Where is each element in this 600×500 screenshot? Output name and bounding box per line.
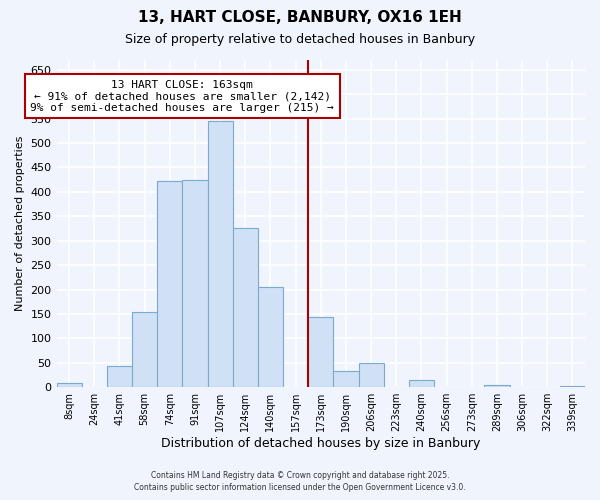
Bar: [334, 371, 359, 387]
Bar: [308, 317, 334, 387]
Bar: [233, 228, 258, 387]
Bar: [484, 385, 509, 387]
Text: 13, HART CLOSE, BANBURY, OX16 1EH: 13, HART CLOSE, BANBURY, OX16 1EH: [138, 10, 462, 25]
Bar: [132, 312, 157, 387]
Bar: [107, 366, 132, 387]
Text: Contains HM Land Registry data © Crown copyright and database right 2025.
Contai: Contains HM Land Registry data © Crown c…: [134, 471, 466, 492]
X-axis label: Distribution of detached houses by size in Banbury: Distribution of detached houses by size …: [161, 437, 481, 450]
Y-axis label: Number of detached properties: Number of detached properties: [15, 136, 25, 312]
Text: 13 HART CLOSE: 163sqm
← 91% of detached houses are smaller (2,142)
9% of semi-de: 13 HART CLOSE: 163sqm ← 91% of detached …: [31, 80, 334, 112]
Bar: [182, 180, 208, 387]
Bar: [409, 380, 434, 387]
Text: Size of property relative to detached houses in Banbury: Size of property relative to detached ho…: [125, 32, 475, 46]
Bar: [56, 384, 82, 387]
Bar: [258, 287, 283, 387]
Bar: [157, 181, 182, 387]
Bar: [208, 121, 233, 387]
Bar: [560, 386, 585, 387]
Bar: [359, 363, 383, 387]
